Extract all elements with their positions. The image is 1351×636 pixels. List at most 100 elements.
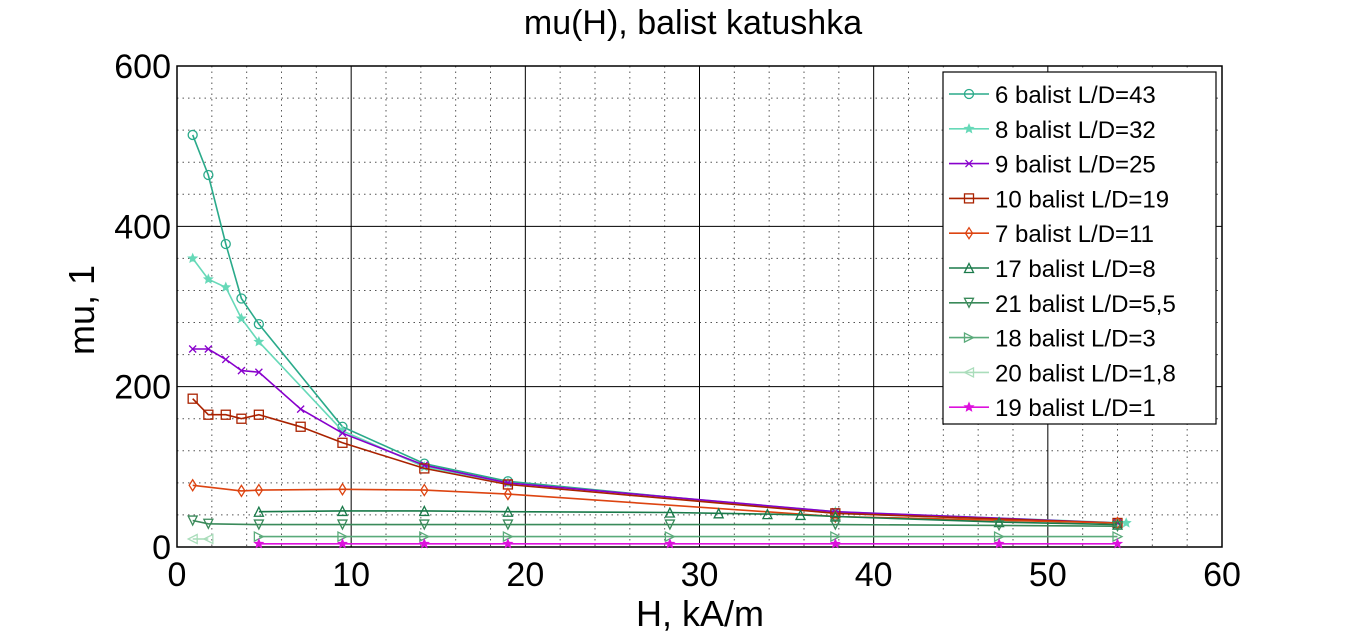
data-point — [502, 505, 514, 517]
x-tick-label: 20 — [506, 556, 544, 594]
legend-label: 18 balist L/D=3 — [995, 326, 1156, 353]
legend-item: 8 balist L/D=32 — [949, 117, 1156, 144]
legend-item: 9 balist L/D=25 — [949, 152, 1156, 179]
x-axis-ticks: 0 10 20 30 40 50 60 — [168, 556, 1241, 594]
data-point — [419, 463, 430, 474]
y-tick-label: 200 — [114, 369, 171, 407]
series-line — [192, 519, 1118, 527]
legend-label: 7 balist L/D=11 — [995, 221, 1154, 248]
y-tick-label: 600 — [114, 48, 171, 86]
legend-swatch-marker — [965, 159, 973, 168]
legend-item: 17 balist L/D=8 — [949, 256, 1156, 283]
data-point — [187, 515, 199, 527]
data-point — [1111, 537, 1124, 549]
series-21-balist-l-d-5-5 — [187, 515, 1124, 533]
data-point — [502, 519, 514, 531]
series-layer — [186, 129, 1132, 549]
data-point — [295, 421, 306, 432]
data-point — [502, 537, 514, 549]
x-tick-label: 40 — [855, 556, 893, 594]
data-point — [830, 508, 841, 519]
data-point — [237, 366, 246, 375]
series-line — [258, 510, 1118, 526]
data-point — [203, 409, 214, 420]
data-point — [993, 516, 1005, 528]
data-point — [220, 281, 232, 292]
y-axis-ticks: 0 200 400 600 — [114, 48, 171, 567]
legend-swatch-marker — [963, 193, 975, 204]
data-point — [253, 335, 265, 347]
legend-item: 6 balist L/D=43 — [949, 82, 1156, 109]
data-point — [253, 409, 265, 420]
data-point — [337, 437, 348, 448]
legend-label: 9 balist L/D=25 — [995, 152, 1156, 179]
legend-label: 19 balist L/D=1 — [995, 395, 1156, 422]
x-tick-label: 50 — [1029, 556, 1067, 594]
data-point — [236, 413, 247, 424]
data-point — [253, 519, 265, 531]
data-point — [221, 355, 230, 364]
data-point — [204, 345, 213, 353]
data-point — [236, 293, 247, 304]
data-point — [237, 484, 246, 498]
data-point — [220, 238, 231, 250]
series-20-balist-l-d-1-8 — [186, 533, 214, 545]
data-point — [188, 478, 197, 492]
data-point — [664, 519, 676, 531]
legend-swatch-marker — [963, 88, 975, 100]
series-line — [192, 398, 1118, 524]
series-10-balist-l-d-19 — [187, 393, 1123, 529]
data-point — [993, 537, 1005, 549]
legend-item: 7 balist L/D=11 — [949, 221, 1154, 248]
data-point — [418, 519, 430, 531]
data-point — [187, 129, 198, 141]
data-point — [418, 537, 430, 549]
legend-label: 6 balist L/D=43 — [995, 82, 1156, 109]
data-point — [253, 318, 265, 330]
data-point — [418, 504, 430, 517]
legend-item: 19 balist L/D=1 — [949, 395, 1156, 422]
data-point — [203, 169, 214, 181]
data-point — [503, 487, 513, 501]
data-point — [420, 483, 429, 497]
legend-item: 21 balist L/D=5,5 — [949, 291, 1176, 318]
data-point — [187, 393, 198, 404]
data-point — [188, 345, 197, 353]
data-point — [336, 519, 349, 531]
legend-swatch-marker — [963, 332, 975, 344]
x-tick-label: 10 — [332, 556, 370, 594]
y-tick-label: 0 — [152, 529, 171, 567]
series-7-balist-l-d-11 — [188, 478, 1122, 530]
data-point — [829, 537, 841, 549]
data-point — [1111, 518, 1124, 530]
series-18-balist-l-d-3 — [253, 531, 1124, 543]
legend-swatch-marker — [963, 262, 975, 274]
legend-box — [942, 71, 1217, 425]
legend-label: 17 balist L/D=8 — [995, 256, 1156, 283]
data-point — [713, 507, 725, 519]
legend-item: 20 balist L/D=1,8 — [949, 360, 1176, 387]
x-axis-label: H, kA/m — [636, 593, 764, 634]
y-axis-label: mu, 1 — [61, 265, 102, 355]
data-point — [664, 537, 676, 549]
plot-frame — [176, 65, 1223, 548]
data-point — [831, 509, 840, 524]
x-tick-label: 60 — [1203, 556, 1241, 594]
data-point — [336, 504, 349, 517]
y-tick-label: 400 — [114, 208, 171, 246]
legend-item: 10 balist L/D=19 — [949, 186, 1169, 213]
data-point — [235, 312, 247, 324]
legend-swatch-marker — [963, 366, 975, 378]
series-19-balist-l-d-1 — [253, 537, 1124, 549]
data-point — [253, 537, 265, 549]
data-point — [187, 252, 199, 264]
data-point — [296, 405, 305, 414]
data-point — [829, 519, 841, 531]
data-point — [186, 533, 198, 545]
data-point — [664, 506, 676, 518]
data-point — [220, 409, 231, 420]
data-point — [761, 508, 773, 520]
legend-swatch-marker — [963, 401, 975, 412]
legend-label: 10 balist L/D=19 — [995, 186, 1169, 213]
